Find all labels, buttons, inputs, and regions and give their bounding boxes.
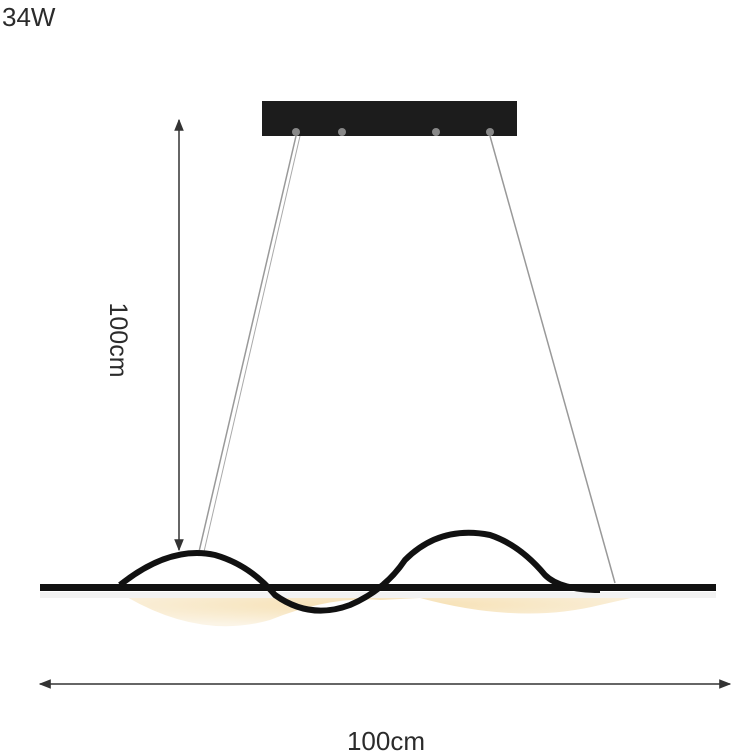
screw	[486, 128, 494, 136]
wave	[118, 529, 601, 614]
screw	[338, 128, 346, 136]
wire	[489, 135, 616, 584]
power-label: 34W	[2, 2, 56, 32]
screw	[292, 128, 300, 136]
wire	[202, 135, 301, 557]
width-label: 100cm	[347, 726, 425, 756]
diffuser	[125, 596, 640, 627]
bar-light	[40, 592, 716, 598]
canopy	[262, 101, 517, 136]
screw	[432, 128, 440, 136]
wire	[197, 135, 297, 557]
height-label: 100cm	[104, 302, 132, 377]
